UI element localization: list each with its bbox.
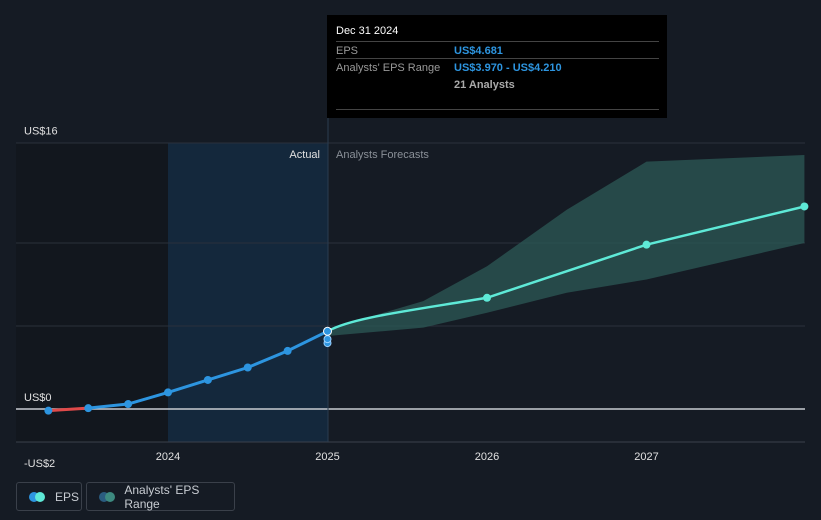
past-region (16, 143, 168, 442)
range-legend-icon (99, 491, 116, 502)
x-tick-label: 2024 (156, 451, 180, 463)
eps-forecast-point (800, 202, 809, 211)
legend-range-label: Analysts' EPS Range (124, 482, 200, 511)
eps-legend-icon (29, 491, 47, 502)
legend-eps-label: EPS (55, 489, 80, 504)
actual-highlight-region (168, 143, 328, 442)
tooltip-eps-label: EPS (336, 45, 359, 57)
eps-negative-line (48, 406, 89, 413)
y-tick-label: US$16 (24, 125, 58, 137)
eps-actual-point (124, 400, 133, 409)
tooltip-date: Dec 31 2024 (336, 25, 399, 37)
eps-range-point (323, 335, 332, 344)
eps-current-point (323, 326, 332, 336)
eps-actual-point (283, 346, 292, 355)
forecast-label: Analysts Forecasts (336, 149, 429, 161)
eps-actual-point (203, 375, 212, 384)
tooltip-range-label: Analysts' EPS Range (336, 62, 441, 74)
tooltip-eps-value: US$4.681 (454, 45, 503, 57)
legend-range[interactable]: Analysts' EPS Range (86, 482, 235, 511)
actual-label: Actual (289, 149, 320, 161)
eps-actual-point (164, 388, 172, 397)
tooltip-range-value: US$3.970 - US$4.210 (454, 62, 562, 74)
eps-forecast-point (642, 240, 651, 249)
x-tick-label: 2027 (634, 451, 658, 463)
eps-forecast-point (483, 293, 491, 302)
eps-actual-point (243, 363, 252, 372)
tooltip-analysts: 21 Analysts (454, 79, 515, 91)
legend-eps[interactable]: EPS (16, 482, 82, 511)
x-tick-label: 2026 (475, 451, 499, 463)
eps-actual-point (84, 404, 93, 413)
x-tick-label: 2025 (315, 451, 339, 463)
tooltip: Dec 31 2024 EPS US$4.681 Analysts' EPS Ra… (327, 15, 667, 118)
analysts-range-band (327, 155, 805, 336)
y-tick-label: US$0 (24, 392, 52, 404)
y-tick-label: -US$2 (24, 458, 55, 470)
eps-actual-point (44, 406, 53, 415)
